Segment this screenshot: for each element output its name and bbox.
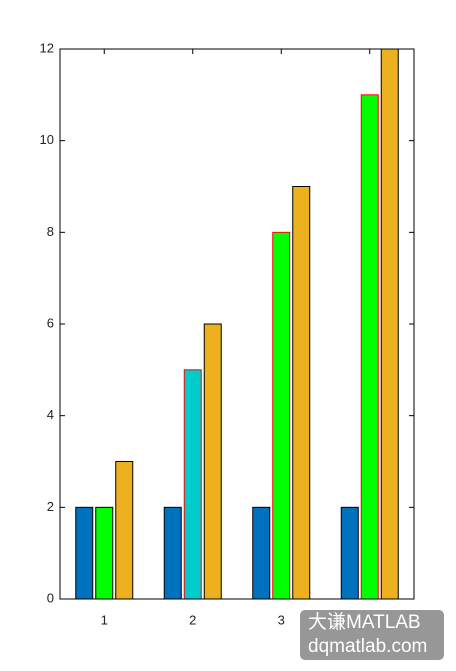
y-tick-label: 10 — [40, 132, 54, 147]
bar — [203, 323, 222, 600]
bar — [340, 506, 359, 600]
bar — [115, 461, 134, 600]
bar — [292, 186, 311, 600]
y-tick-label: 8 — [47, 224, 54, 239]
axes-box — [59, 48, 415, 600]
bar — [183, 369, 202, 600]
x-tick-label: 2 — [189, 612, 196, 627]
bar — [360, 94, 379, 600]
bar — [95, 506, 114, 600]
x-tick-label: 3 — [278, 612, 285, 627]
bar — [163, 506, 182, 600]
y-tick-label: 12 — [40, 40, 54, 55]
bar — [272, 231, 291, 600]
y-tick-label: 6 — [47, 315, 54, 330]
y-tick-label: 0 — [47, 590, 54, 605]
watermark-box — [300, 610, 444, 660]
y-tick-label: 4 — [47, 407, 54, 422]
bar — [252, 506, 271, 600]
watermark: 大谦MATLAB — [308, 611, 421, 633]
bar — [75, 506, 94, 600]
watermark: dqmatlab.com — [308, 636, 427, 657]
x-tick-label: 1 — [101, 612, 108, 627]
bar — [380, 48, 399, 600]
y-tick-label: 2 — [47, 499, 54, 514]
